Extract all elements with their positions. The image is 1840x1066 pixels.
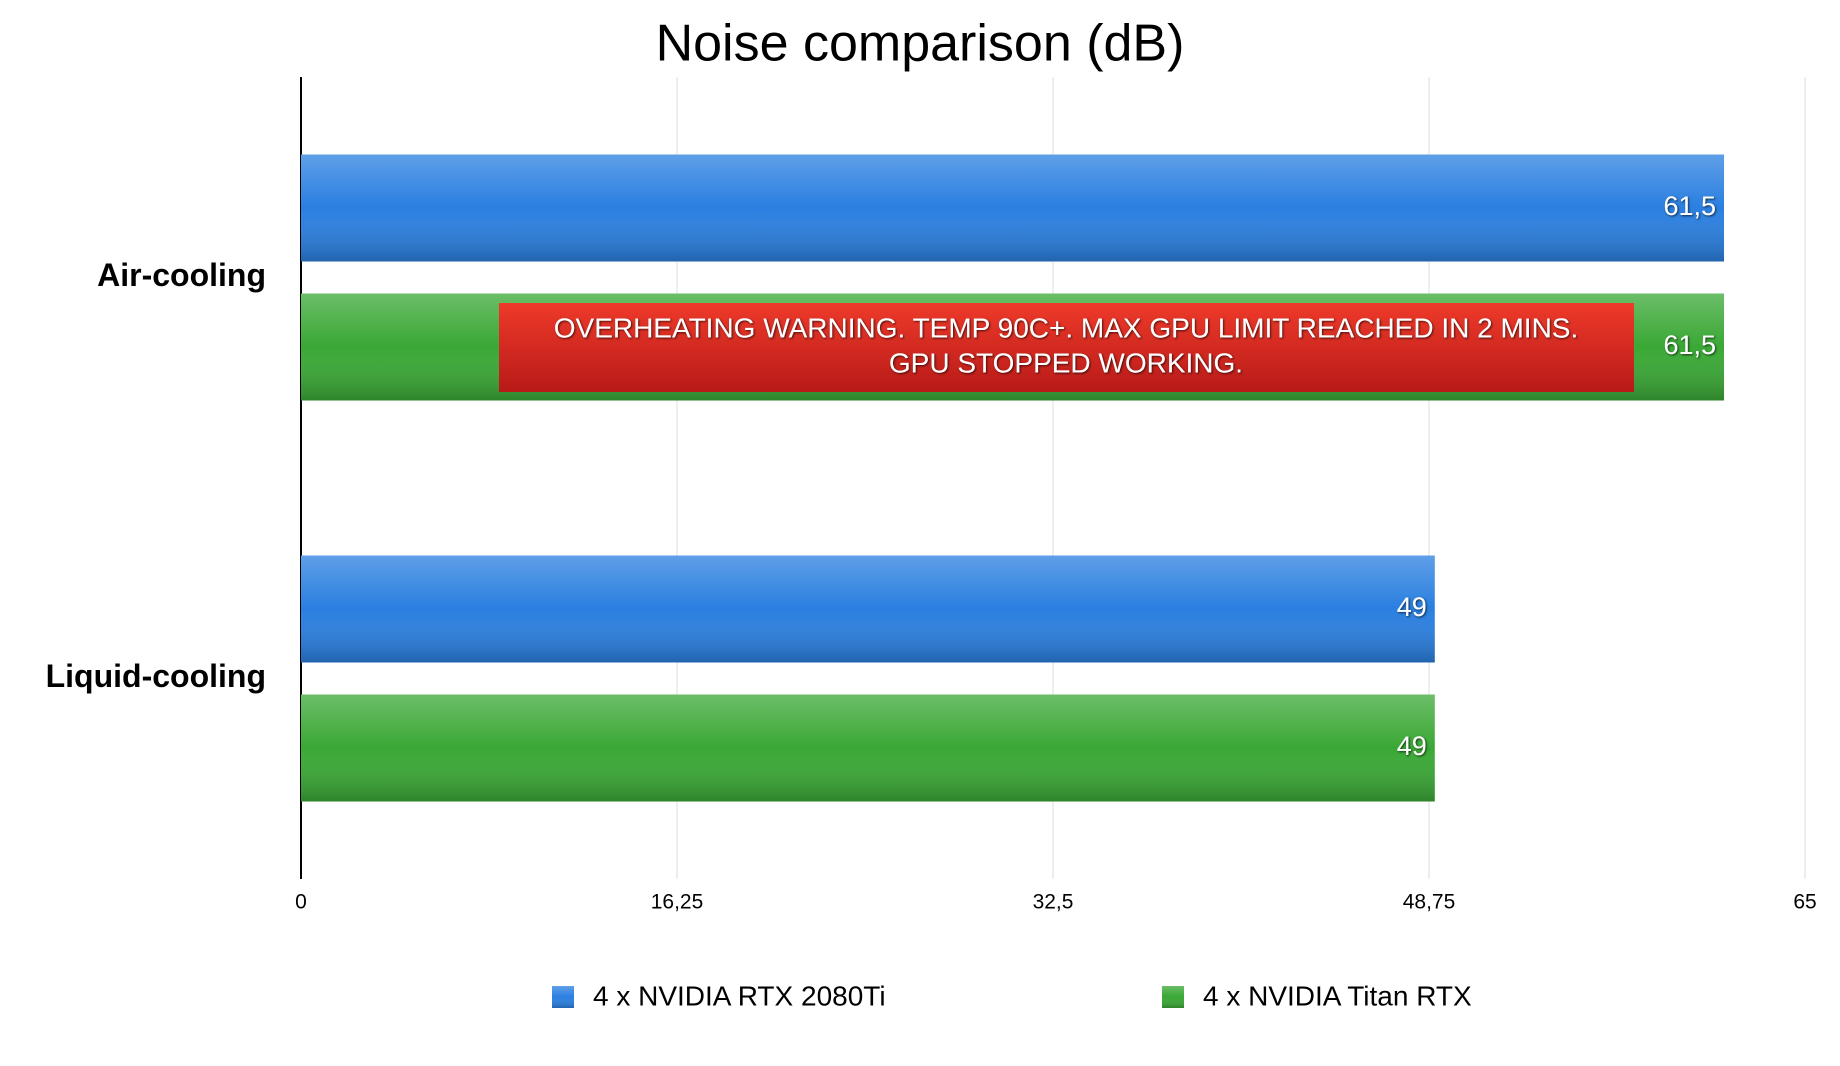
bar-shine [301,154,1725,262]
value-label: 49 [1397,592,1427,622]
bar-shine [301,694,1435,802]
legend-label: 4 x NVIDIA RTX 2080Ti [593,980,886,1011]
value-label: 61,5 [1663,191,1716,221]
category-label: Air-cooling [97,257,266,293]
value-label: 61,5 [1663,330,1716,360]
legend-label: 4 x NVIDIA Titan RTX [1203,980,1472,1011]
bar-shine [301,555,1435,663]
warning-box [499,303,1634,392]
x-tick-label: 0 [295,891,307,914]
legend-swatch-shine [552,986,574,1008]
x-tick-label: 32,5 [1033,891,1074,914]
legend-swatch-shine [1162,986,1184,1008]
warning-text: OVERHEATING WARNING. TEMP 90C+. MAX GPU … [554,312,1579,343]
x-tick-label: 65 [1793,891,1816,914]
x-tick-label: 48,75 [1403,891,1456,914]
value-label: 49 [1397,731,1427,761]
warning-text: GPU STOPPED WORKING. [889,347,1243,378]
x-tick-label: 16,25 [651,891,704,914]
chart-title: Noise comparison (dB) [656,15,1185,73]
category-label: Liquid-cooling [46,658,266,694]
